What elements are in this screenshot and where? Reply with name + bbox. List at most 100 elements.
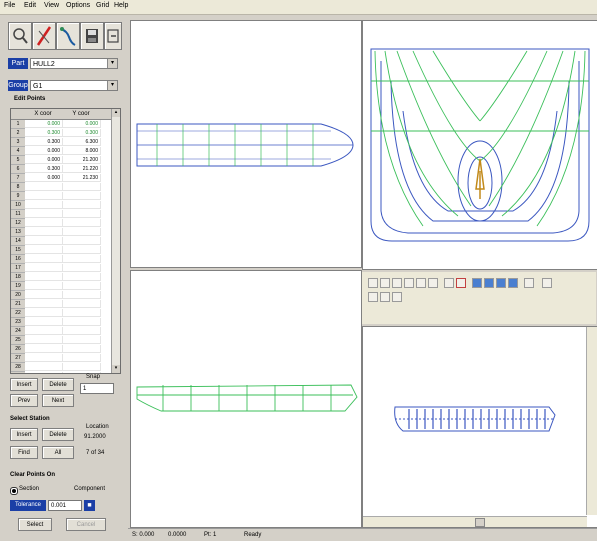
- part-select[interactable]: HULL2 ▾: [30, 58, 118, 69]
- grid-cell-x[interactable]: [25, 354, 63, 362]
- all-stations-button[interactable]: All: [42, 446, 74, 459]
- zoom-fit-icon[interactable]: [392, 278, 402, 288]
- grid-cell-y[interactable]: 8.000: [63, 147, 101, 155]
- grid-cell-y[interactable]: [63, 345, 101, 353]
- points-grid[interactable]: X coor Y coor 1 0.000 0.000 2 0.300 0.300 3 0.3…: [10, 108, 121, 374]
- grid-cell-y[interactable]: [63, 300, 101, 308]
- find-station-button[interactable]: Find: [10, 446, 38, 459]
- grid-cell-x[interactable]: [25, 300, 63, 308]
- grid-cell-y[interactable]: 0.000: [63, 120, 101, 128]
- pan-icon[interactable]: [416, 278, 426, 288]
- grid-cell-y[interactable]: [63, 327, 101, 335]
- grid-cell-x[interactable]: [25, 183, 63, 191]
- help-icon[interactable]: [542, 278, 552, 288]
- grid-cell-x[interactable]: [25, 309, 63, 317]
- grid-cell-y[interactable]: 21.220: [63, 165, 101, 173]
- pointer-icon[interactable]: [392, 292, 402, 302]
- grid-cell-x[interactable]: [25, 327, 63, 335]
- grid-cell-x[interactable]: [25, 219, 63, 227]
- section-radio[interactable]: [10, 487, 18, 495]
- grid-cell-y[interactable]: 21.230: [63, 174, 101, 182]
- scroll-up-icon[interactable]: ▴: [112, 109, 120, 117]
- menu-view[interactable]: View: [44, 2, 60, 9]
- grid-cell-y[interactable]: [63, 219, 101, 227]
- save-tool-button[interactable]: [80, 22, 104, 50]
- body-plan-view[interactable]: [362, 20, 597, 270]
- grid-cell-y[interactable]: 21.200: [63, 156, 101, 164]
- grid-cell-x[interactable]: [25, 291, 63, 299]
- cancel-button[interactable]: Cancel: [66, 518, 106, 531]
- menu-help[interactable]: Help: [114, 2, 129, 9]
- ruler-icon[interactable]: [456, 278, 466, 288]
- horizontal-scrollbar[interactable]: [363, 516, 587, 527]
- copy-icon[interactable]: [380, 292, 390, 302]
- grid-cell-y[interactable]: [63, 183, 101, 191]
- grid-cell-y[interactable]: [63, 363, 101, 371]
- select-button[interactable]: Select: [18, 518, 52, 531]
- shade-icon[interactable]: [472, 278, 482, 288]
- menu-grid[interactable]: Grid: [96, 2, 110, 9]
- plan-view[interactable]: [130, 20, 362, 268]
- curve-tool-button[interactable]: [56, 22, 80, 50]
- tolerance-apply-button[interactable]: ■: [84, 500, 95, 511]
- grid-cell-x[interactable]: 0.000: [25, 174, 63, 182]
- next-point-button[interactable]: Next: [42, 394, 74, 407]
- grid-cell-y[interactable]: [63, 354, 101, 362]
- grid-cell-x[interactable]: 0.000: [25, 147, 63, 155]
- grid-cell-x[interactable]: [25, 345, 63, 353]
- delete-tool-button[interactable]: [32, 22, 56, 50]
- grid-cell-x[interactable]: [25, 372, 63, 373]
- three-d-view[interactable]: [362, 326, 597, 528]
- grid-cell-y[interactable]: [63, 237, 101, 245]
- grid-cell-y[interactable]: [63, 201, 101, 209]
- group-select[interactable]: G1 ▾: [30, 80, 118, 91]
- grid-cell-y[interactable]: [63, 228, 101, 236]
- view-3d-icon[interactable]: [508, 278, 518, 288]
- grid-cell-y[interactable]: [63, 309, 101, 317]
- vertical-scrollbar[interactable]: [586, 327, 597, 515]
- scroll-down-icon[interactable]: ▾: [112, 365, 120, 373]
- grid-cell-y[interactable]: 6.300: [63, 138, 101, 146]
- zoom-in-icon[interactable]: [368, 278, 378, 288]
- tolerance-input[interactable]: 0.001: [48, 500, 82, 511]
- grid-cell-y[interactable]: [63, 255, 101, 263]
- grid-cell-y[interactable]: [63, 282, 101, 290]
- grid-cell-y[interactable]: [63, 264, 101, 272]
- scroll-thumb[interactable]: [475, 518, 485, 527]
- grid-cell-x[interactable]: [25, 363, 63, 371]
- grid-cell-y[interactable]: [63, 192, 101, 200]
- grid-cell-x[interactable]: [25, 282, 63, 290]
- grid-scrollbar[interactable]: ▴ ▾: [111, 109, 120, 373]
- grid-cell-y[interactable]: [63, 336, 101, 344]
- zoom-out-icon[interactable]: [380, 278, 390, 288]
- grid-cell-x[interactable]: [25, 318, 63, 326]
- zoom-tool-button[interactable]: [8, 22, 32, 50]
- wireframe-icon[interactable]: [484, 278, 494, 288]
- menu-edit[interactable]: Edit: [24, 2, 37, 9]
- rotate-icon[interactable]: [428, 278, 438, 288]
- settings-icon[interactable]: [524, 278, 534, 288]
- grid-cell-x[interactable]: 0.300: [25, 138, 63, 146]
- grid-cell-x[interactable]: [25, 201, 63, 209]
- delete-point-button[interactable]: Delete: [42, 378, 74, 391]
- grid-cell-x[interactable]: [25, 273, 63, 281]
- grid-cell-x[interactable]: [25, 246, 63, 254]
- insert-station-button[interactable]: Insert: [10, 428, 38, 441]
- grid-cell-y[interactable]: [63, 318, 101, 326]
- grid-cell-y[interactable]: 0.300: [63, 129, 101, 137]
- grid-cell-x[interactable]: 0.300: [25, 165, 63, 173]
- exit-tool-button[interactable]: [104, 22, 122, 50]
- grid-cell-x[interactable]: [25, 255, 63, 263]
- grid-cell-x[interactable]: 0.000: [25, 120, 63, 128]
- grid-cell-y[interactable]: [63, 291, 101, 299]
- prev-point-button[interactable]: Prev: [10, 394, 38, 407]
- grid-cell-x[interactable]: [25, 192, 63, 200]
- grid-cell-x[interactable]: [25, 264, 63, 272]
- zoom-window-icon[interactable]: [404, 278, 414, 288]
- grid-cell-x[interactable]: 0.300: [25, 129, 63, 137]
- render-icon[interactable]: [496, 278, 506, 288]
- grid-cell-x[interactable]: [25, 336, 63, 344]
- delete-station-button[interactable]: Delete: [42, 428, 74, 441]
- menu-options[interactable]: Options: [66, 2, 91, 9]
- grid-cell-y[interactable]: [63, 246, 101, 254]
